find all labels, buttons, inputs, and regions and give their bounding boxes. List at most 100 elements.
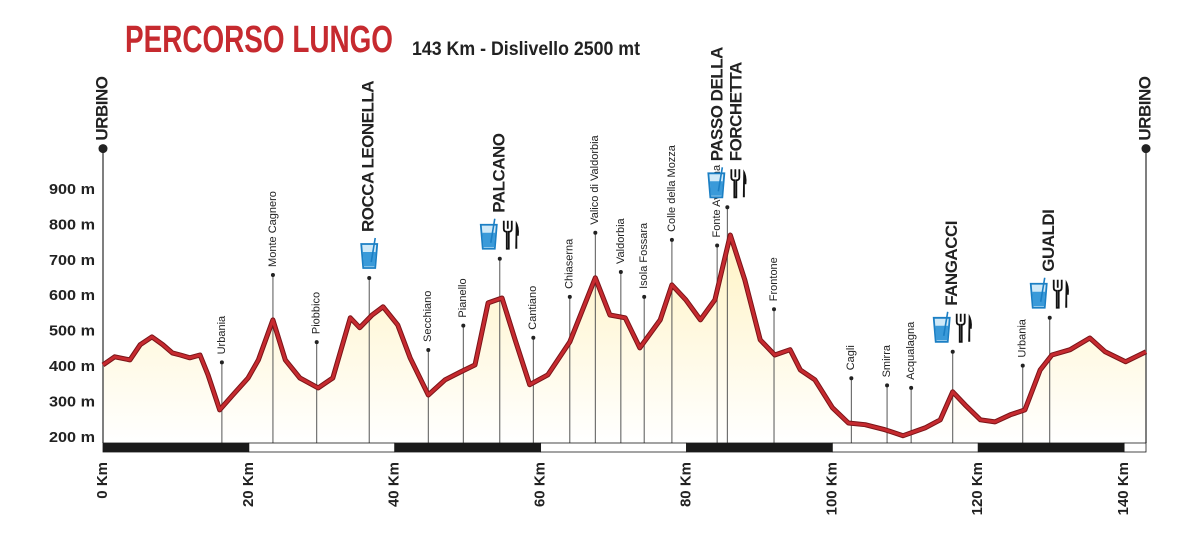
waypoint-dot [219,360,224,365]
waypoint-label: Piobbico [311,292,323,334]
distance-band [1123,442,1147,453]
water-icon [707,167,726,199]
x-tick-label: 80 Km [677,462,694,507]
straw [489,218,496,243]
waypoint-dot [642,294,647,299]
y-tick-label: 400 m [49,358,95,375]
waypoint-dot [1047,315,1052,320]
distance-band [977,442,1125,453]
x-tick-label: 120 Km [969,462,986,515]
waypoint-label: GUALDI [1039,210,1058,272]
waypoint-dot [1141,144,1151,154]
y-tick-label: 700 m [49,252,95,269]
waypoint-dot [531,335,536,340]
water [482,232,496,248]
straw [1039,277,1046,302]
waypoint-dot [461,323,466,328]
x-tick-label: 60 Km [532,462,549,507]
x-tick-label: 0 Km [94,462,111,499]
y-tick-label: 500 m [49,323,95,340]
water-icon [479,218,498,250]
waypoint-dot [772,307,777,312]
water [935,325,949,341]
knife [742,169,747,198]
waypoint-dot [367,275,372,280]
y-tick-label: 800 m [49,216,95,233]
y-tick-label: 900 m [49,181,95,198]
food-icon [1052,279,1069,309]
food-icon [955,313,972,343]
knife [515,220,519,249]
y-tick-label: 600 m [49,287,95,304]
waypoint-label: FORCHETTA [726,62,745,161]
waypoint-dot [1020,363,1025,368]
food-icon [730,169,747,199]
waypoint-dot [314,340,319,345]
x-tick-label: 100 Km [823,462,840,515]
waypoint-label: Valdorbia [615,217,627,264]
waypoint-label: Valico di Valdorbia [589,134,601,224]
waypoint-dot [426,347,431,352]
water-icon [932,311,951,343]
waypoint-dot [497,256,502,261]
distance-band [248,442,396,453]
y-tick-label: 300 m [49,393,95,410]
waypoint-label: Pianello [457,278,469,317]
waypoint-dot [885,383,890,388]
waypoint-label: PASSO DELLA [707,47,726,161]
waypoint-dot [849,376,854,381]
straw [942,311,949,336]
fork [502,220,513,250]
y-tick-label: 200 m [49,429,95,446]
distance-band [686,442,833,453]
waypoint-label: URBINO [92,76,111,140]
distance-band [102,442,250,453]
waypoint-label: Chiaserna [564,238,576,289]
x-tick-label: 20 Km [240,462,257,507]
knife [968,313,972,342]
waypoint-dot [669,237,674,242]
water [1032,291,1046,307]
straw [370,237,377,263]
waypoint-dot [567,294,572,299]
waypoint-label: Secchiano [422,291,434,342]
waypoint-label: Acqualagna [905,321,917,380]
waypoint-label: PALCANO [489,133,508,213]
distance-band [540,442,687,453]
waypoint-dot [98,144,108,154]
waypoint-label: Frontone [768,257,780,301]
chart-subtitle: 143 Km - Dislivello 2500 mt [412,39,641,60]
profile-line [102,233,1147,438]
waypoint-label: FANGACCI [942,221,961,306]
knife [1065,279,1069,308]
waypoint-label: Colle della Mozza [666,144,678,232]
water [709,181,723,196]
profile-area [103,235,1146,443]
waypoint-label: Urbania [1017,318,1029,357]
waypoint-dot [715,243,720,248]
waypoint-label: Monte Cagnero [267,191,279,267]
x-tick-label: 140 Km [1115,462,1132,515]
waypoint-dot [909,385,914,390]
x-tick-label: 40 Km [386,462,403,507]
chart-title: PERCORSO LUNGO [125,19,393,61]
waypoint-label: URBINO [1135,76,1154,140]
fork [730,169,741,199]
waypoint-label: Isola Fossara [638,222,650,289]
waypoint-label: Cantiano [527,286,539,330]
waypoint-label: Cagli [845,345,857,370]
fork [955,313,966,343]
water-icon [1029,277,1048,309]
waypoint-dot [593,230,598,235]
distance-band [831,442,979,453]
distance-band [394,442,542,453]
waypoint-label: ROCCA LEONELLA [359,81,378,232]
waypoint-dot [618,270,623,275]
water-icon [360,237,379,269]
water [362,251,376,267]
waypoint-label: Smirra [881,344,893,377]
waypoint-dot [950,349,955,354]
food-icon [502,220,519,250]
waypoint-dot [270,272,275,277]
